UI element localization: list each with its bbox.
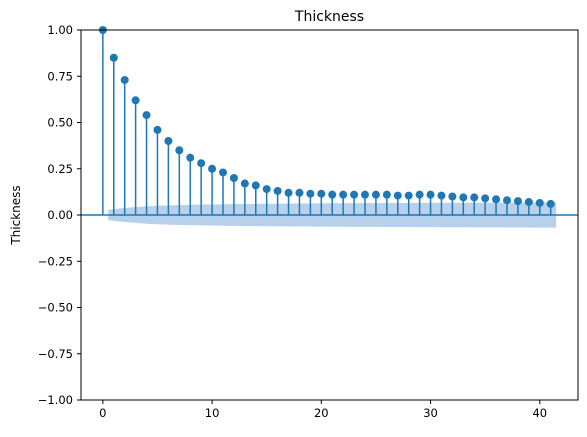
marker-lag-19: [306, 189, 315, 198]
marker-lag-8: [186, 153, 195, 162]
marker-lag-36: [492, 195, 501, 204]
marker-layer: [98, 26, 555, 208]
marker-lag-4: [142, 111, 151, 120]
marker-lag-29: [415, 190, 424, 199]
y-tick-label-8: 1.00: [47, 23, 73, 37]
marker-lag-6: [164, 137, 173, 145]
marker-lag-9: [197, 159, 206, 168]
marker-lag-25: [371, 190, 380, 199]
marker-lag-2: [120, 75, 129, 84]
marker-lag-17: [284, 188, 293, 197]
y-tick-label-5: 0.25: [47, 162, 73, 176]
marker-lag-32: [448, 192, 457, 201]
marker-lag-38: [513, 197, 522, 206]
marker-lag-3: [131, 96, 140, 105]
marker-lag-1: [109, 53, 118, 62]
marker-lag-27: [393, 191, 402, 200]
y-tick-label-3: −0.25: [38, 254, 73, 268]
marker-lag-40: [535, 198, 544, 207]
x-tick-label-10: 10: [205, 406, 220, 420]
marker-lag-20: [317, 189, 326, 198]
marker-lag-37: [503, 196, 511, 205]
marker-lag-35: [481, 194, 490, 203]
x-tick-label-20: 20: [314, 406, 329, 420]
stem-layer: [102, 30, 552, 215]
marker-lag-30: [426, 190, 435, 199]
x-tick-label-0: 0: [99, 406, 106, 420]
marker-lag-22: [339, 190, 348, 199]
y-tick-label-7: 0.75: [47, 69, 73, 83]
marker-lag-10: [208, 164, 217, 173]
marker-lag-28: [404, 191, 413, 200]
x-tick-label-40: 40: [532, 406, 547, 420]
marker-lag-41: [546, 199, 555, 208]
y-tick-label-6: 0.50: [47, 116, 73, 130]
marker-lag-13: [240, 179, 249, 188]
marker-lag-34: [470, 193, 479, 202]
marker-lag-33: [459, 193, 468, 202]
marker-lag-23: [350, 190, 359, 199]
y-tick-label-1: −0.75: [38, 347, 73, 361]
y-tick-label-4: 0.00: [47, 208, 73, 222]
chart-title: Thickness: [294, 9, 364, 25]
y-tick-label-2: −0.50: [38, 301, 73, 315]
y-tick-label-0: −1.00: [38, 393, 73, 407]
marker-lag-12: [229, 174, 238, 182]
marker-lag-16: [273, 186, 282, 195]
marker-lag-31: [437, 191, 446, 200]
marker-lag-5: [153, 125, 162, 134]
marker-lag-11: [219, 168, 227, 177]
y-axis-label: Thickness: [9, 185, 23, 245]
marker-lag-18: [295, 188, 304, 197]
x-axis-ticks: 0 10 20 30 40: [99, 400, 547, 420]
y-axis-ticks: −1.00 −0.75 −0.50 −0.25 0.00 0.25 0.50 0.75 1.00: [38, 23, 81, 407]
marker-lag-24: [361, 190, 369, 199]
marker-lag-15: [262, 185, 271, 194]
marker-lag-21: [328, 190, 337, 199]
marker-lag-26: [382, 190, 391, 199]
marker-lag-39: [524, 198, 533, 207]
x-tick-label-30: 30: [423, 406, 438, 420]
marker-lag-14: [251, 181, 260, 190]
marker-lag-7: [175, 146, 184, 155]
